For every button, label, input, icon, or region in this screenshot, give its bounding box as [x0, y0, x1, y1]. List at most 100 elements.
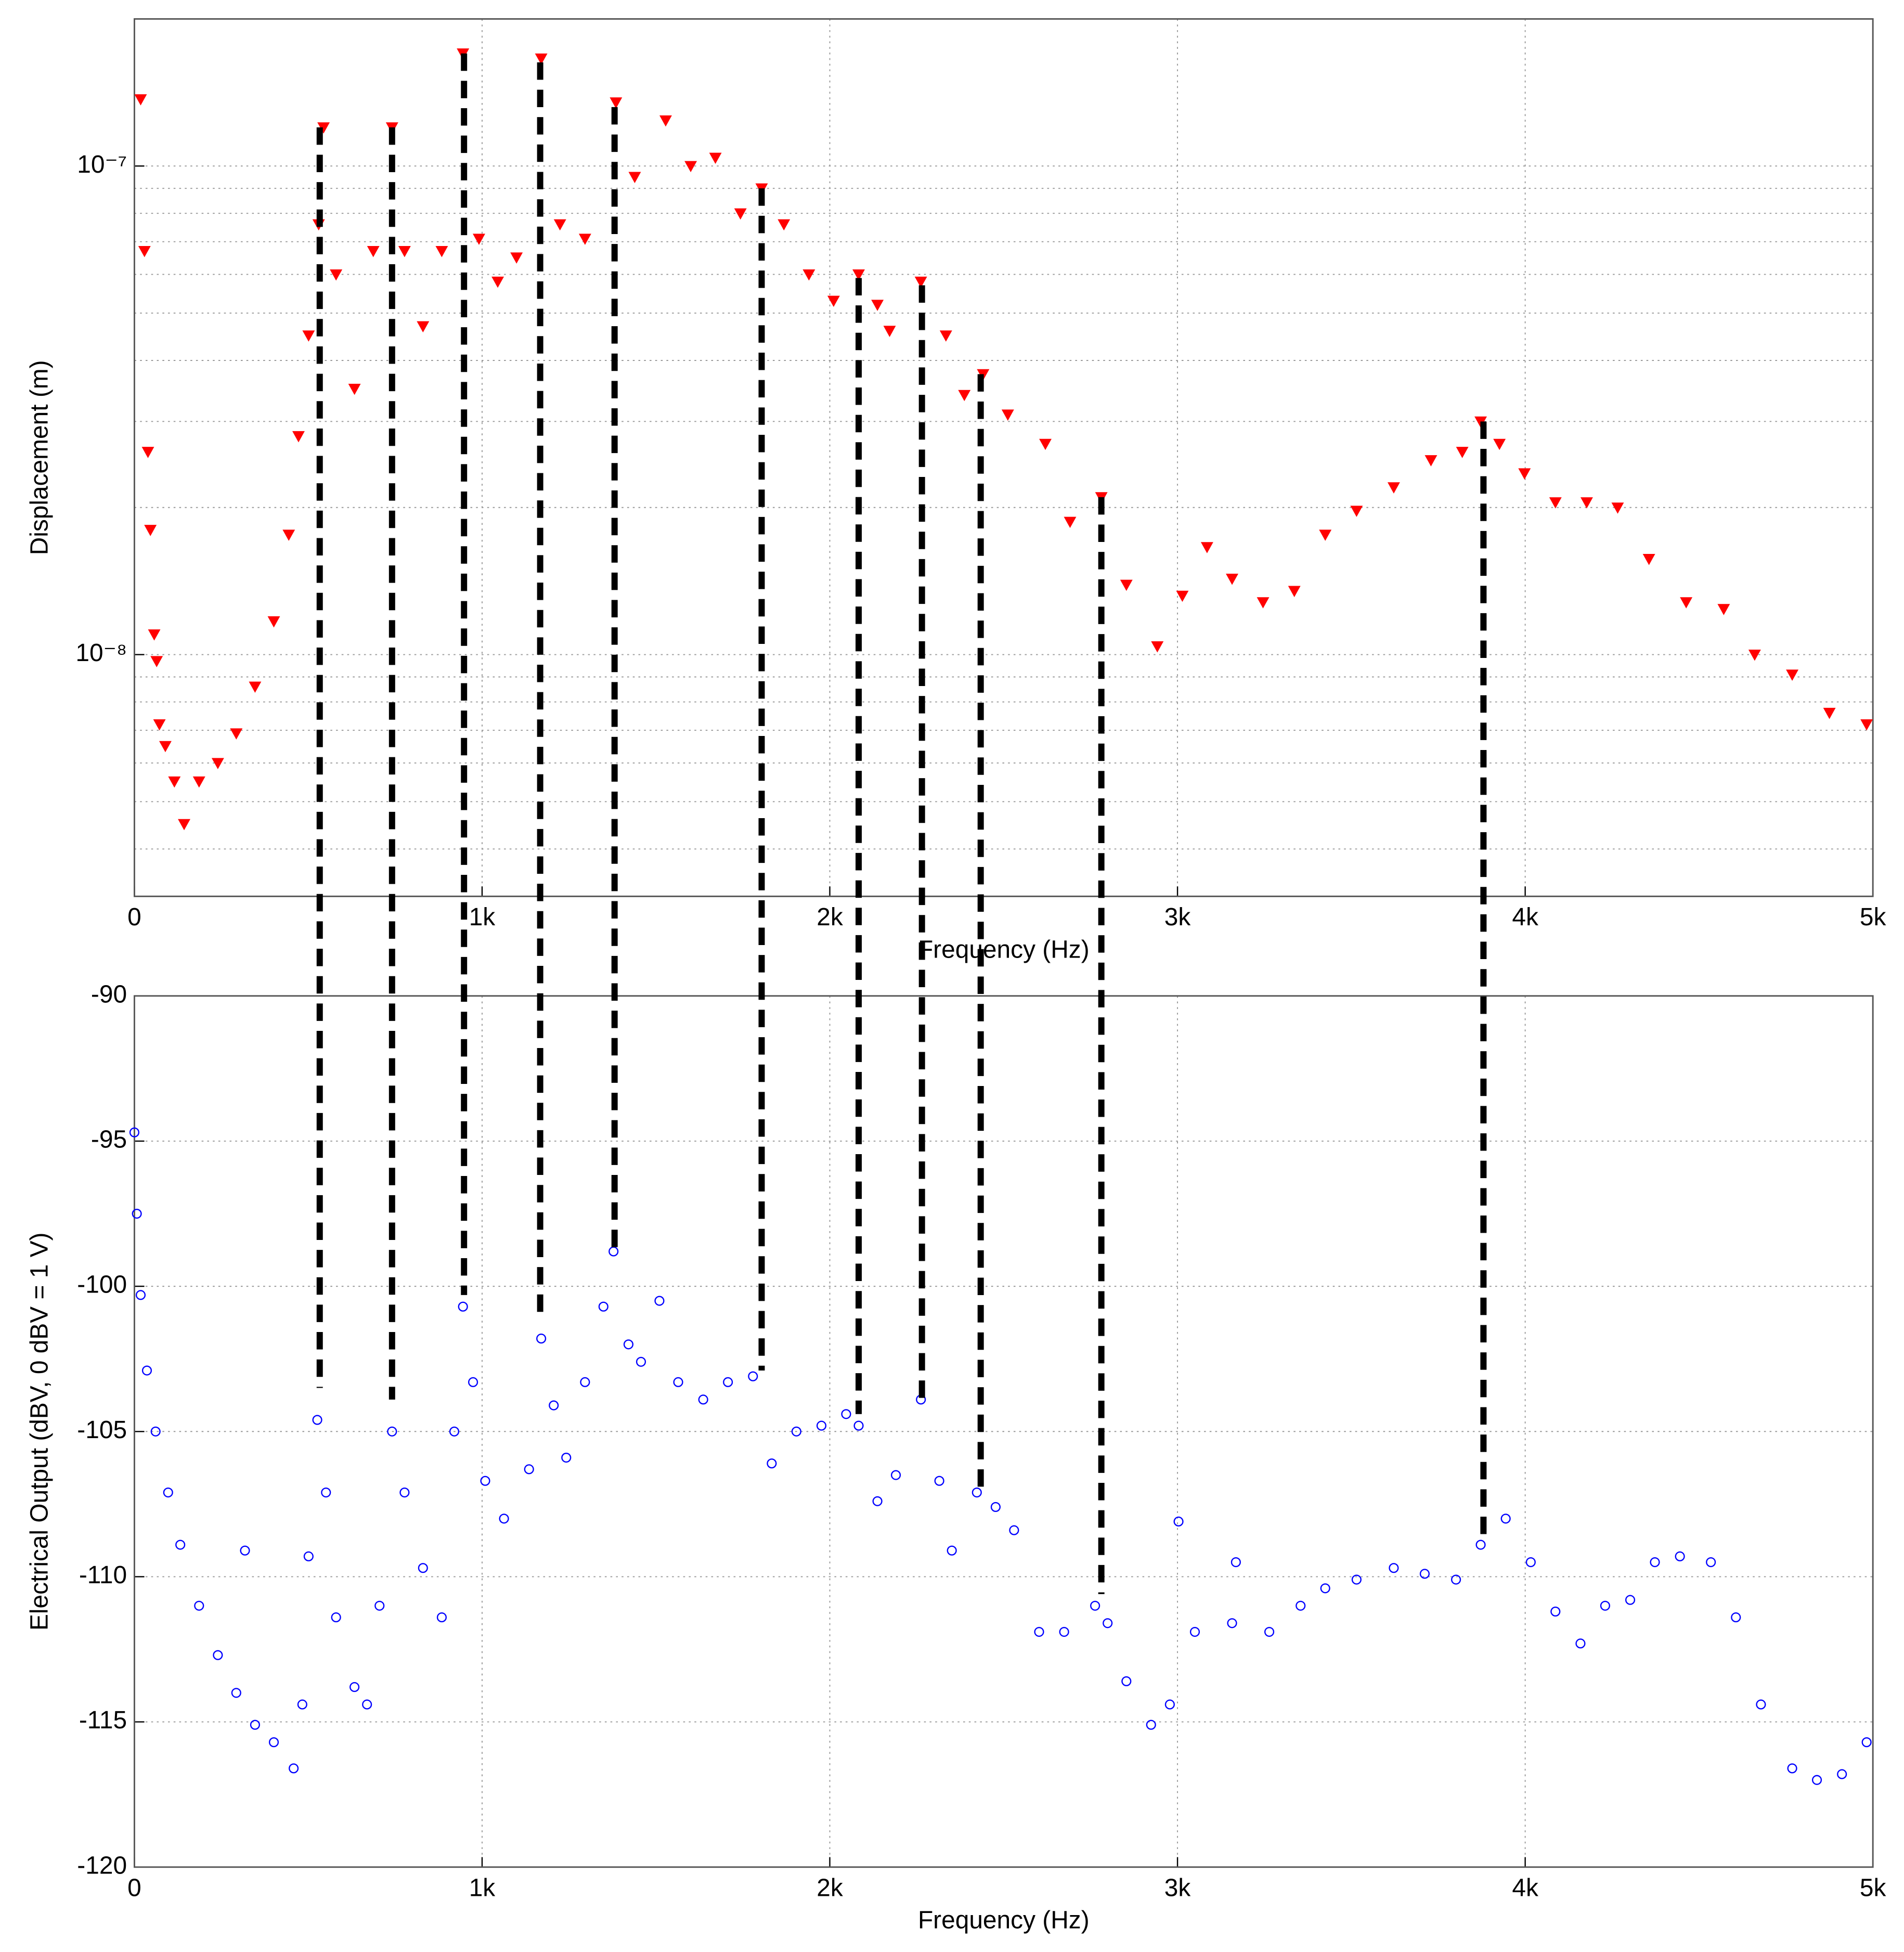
marker — [709, 152, 722, 164]
marker — [458, 1301, 468, 1312]
marker — [883, 326, 896, 337]
marker — [1146, 1720, 1156, 1730]
marker — [292, 431, 305, 443]
marker — [249, 681, 262, 693]
marker — [610, 97, 623, 109]
marker — [144, 525, 157, 536]
marker — [748, 1371, 758, 1381]
marker — [1120, 579, 1133, 591]
marker — [1200, 542, 1213, 553]
axes-frame — [133, 18, 1874, 897]
x-tick-label: 5k — [1860, 1874, 1886, 1902]
marker — [362, 1699, 372, 1710]
marker — [1039, 438, 1052, 450]
marker — [1731, 1612, 1741, 1623]
marker — [734, 208, 747, 220]
marker — [939, 330, 952, 342]
marker — [1189, 1626, 1200, 1637]
marker — [367, 245, 380, 257]
marker — [536, 1334, 547, 1344]
y-axis-label: Displacement (m) — [26, 360, 54, 555]
marker — [159, 741, 172, 753]
marker — [1034, 1626, 1044, 1637]
marker — [1625, 1595, 1636, 1605]
marker — [1500, 1514, 1511, 1524]
y-tick-label: -115 — [79, 1707, 127, 1734]
marker — [349, 1682, 360, 1692]
marker — [1860, 719, 1873, 731]
marker — [958, 390, 971, 402]
x-axis-label: Frequency (Hz) — [918, 936, 1090, 963]
marker — [138, 245, 151, 257]
marker — [623, 1339, 634, 1350]
marker — [141, 1365, 152, 1376]
y-tick-label: -95 — [91, 1126, 127, 1154]
marker — [673, 1377, 683, 1387]
marker — [510, 252, 523, 264]
marker — [872, 1496, 883, 1506]
marker — [1227, 1618, 1237, 1628]
x-tick-label: 1k — [469, 903, 496, 931]
marker — [312, 1415, 322, 1425]
marker — [230, 728, 243, 740]
marker — [1389, 1563, 1399, 1573]
x-tick-label: 1k — [469, 1874, 496, 1902]
marker — [698, 1394, 708, 1405]
marker — [303, 1551, 314, 1561]
x-tick-label: 0 — [127, 1874, 141, 1902]
marker — [330, 269, 343, 281]
marker — [1001, 409, 1014, 421]
marker — [468, 1377, 478, 1387]
marker — [436, 1612, 447, 1623]
marker — [608, 1246, 619, 1257]
marker — [331, 1612, 341, 1623]
marker — [1748, 649, 1761, 661]
x-tick-label: 3k — [1164, 1874, 1191, 1902]
marker — [282, 529, 295, 541]
x-axis-label: Frequency (Hz) — [918, 1907, 1090, 1934]
marker — [1350, 506, 1363, 517]
marker — [472, 234, 485, 245]
marker — [150, 1426, 161, 1437]
marker — [317, 122, 330, 134]
marker — [1549, 497, 1562, 509]
marker — [168, 776, 181, 788]
marker — [480, 1476, 490, 1486]
marker — [1756, 1699, 1766, 1710]
marker — [578, 234, 591, 245]
marker — [499, 1514, 509, 1524]
axes-frame — [133, 995, 1874, 1868]
marker — [1419, 1569, 1430, 1579]
marker — [148, 629, 161, 641]
y-tick-label: -105 — [77, 1416, 127, 1444]
marker — [1823, 707, 1836, 719]
x-tick-label: 3k — [1164, 903, 1191, 931]
marker — [628, 172, 641, 184]
marker — [348, 383, 361, 395]
marker — [1493, 438, 1506, 450]
marker — [535, 53, 548, 65]
marker — [1837, 1769, 1847, 1779]
marker — [1173, 1516, 1184, 1527]
marker — [302, 330, 315, 342]
marker — [1787, 1763, 1797, 1774]
x-tick-label: 4k — [1512, 903, 1538, 931]
marker — [1580, 497, 1593, 509]
marker — [153, 719, 166, 731]
y-tick-label: -90 — [91, 980, 127, 1008]
marker — [1525, 1557, 1536, 1568]
marker — [852, 269, 865, 281]
marker — [1264, 1626, 1275, 1637]
marker — [150, 656, 163, 667]
marker — [178, 819, 190, 831]
marker — [417, 321, 430, 333]
marker — [778, 219, 791, 231]
marker — [297, 1699, 307, 1710]
marker — [1642, 553, 1655, 565]
marker — [1226, 574, 1239, 585]
marker — [1176, 590, 1189, 602]
marker — [132, 1208, 142, 1219]
marker — [1288, 586, 1301, 598]
